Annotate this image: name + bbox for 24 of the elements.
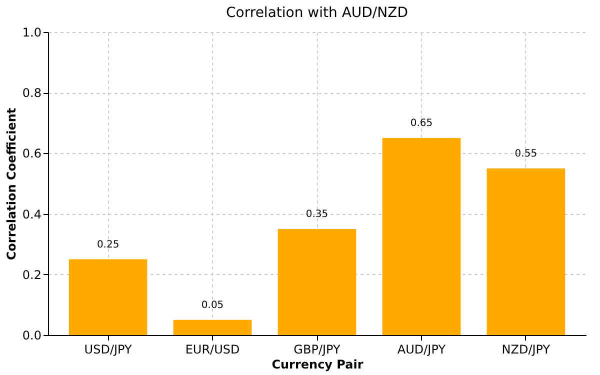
y-tick-label: 0.0	[22, 328, 42, 342]
data-label: 0.35	[306, 208, 328, 220]
y-tick-label: 0.4	[22, 207, 42, 222]
data-label: 0.05	[201, 300, 224, 311]
x-tick-label: AUD/JPY	[397, 342, 446, 356]
y-axis-title: Correlation Coefficient	[4, 108, 18, 260]
chart-title: Correlation with AUD/NZD	[226, 5, 408, 21]
x-tick-label: USD/JPY	[84, 342, 132, 356]
bar	[173, 320, 252, 335]
x-tick-label: GBP/JPY	[294, 342, 341, 356]
y-tick-label: 0.8	[22, 86, 42, 100]
x-tick-label: EUR/USD	[185, 342, 240, 356]
data-label: 0.25	[96, 239, 120, 250]
bar	[382, 138, 461, 335]
x-axis-title: Currency Pair	[272, 358, 364, 372]
data-label: 0.65	[410, 118, 433, 130]
y-tick-label: 0.6	[22, 146, 42, 161]
bar	[486, 168, 566, 335]
data-label: 0.55	[514, 148, 538, 160]
y-tick-label: 0.2	[22, 268, 42, 282]
bar	[278, 228, 356, 335]
x-tick-label: NZD/JPY	[502, 342, 551, 356]
y-tick-label: 1.0	[22, 26, 42, 40]
bar	[68, 259, 148, 335]
